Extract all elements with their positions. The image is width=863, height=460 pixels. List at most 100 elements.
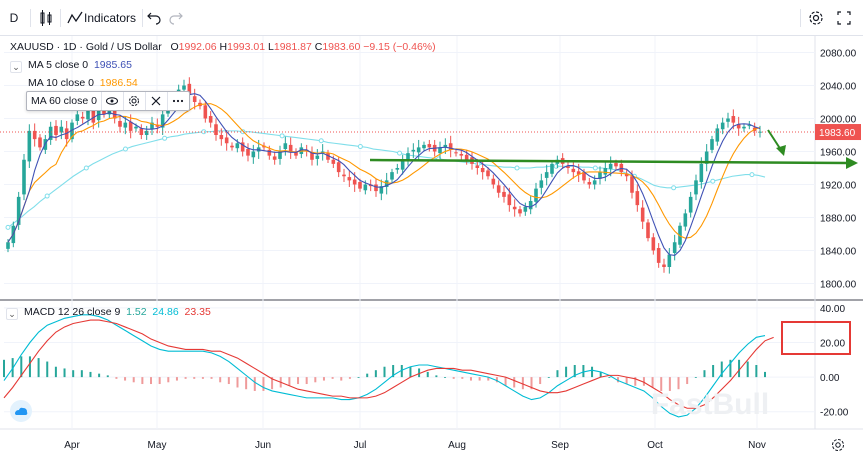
time-axis: Apr May Jun Jul Aug Sep Oct Nov: [64, 440, 766, 451]
histogram-bar: [469, 377, 472, 381]
candle-body: [80, 116, 85, 119]
candle-body: [411, 149, 416, 152]
histogram-bar: [530, 377, 533, 390]
candle-body: [240, 142, 245, 152]
histogram-bar: [444, 377, 447, 378]
histogram-bar: [106, 375, 109, 378]
candle-body: [6, 242, 10, 249]
candle-body: [123, 122, 128, 128]
histogram-bar: [755, 365, 758, 378]
time-tick-label: Sep: [551, 440, 569, 451]
candle-body: [518, 209, 522, 214]
histogram-bar: [686, 377, 689, 385]
redo-icon[interactable]: [168, 8, 184, 28]
histogram-bar: [219, 377, 222, 383]
top-toolbar: D Indicators: [0, 0, 863, 36]
interval-button[interactable]: D: [9, 11, 19, 25]
candle-body: [400, 159, 405, 170]
more-icon[interactable]: [166, 92, 189, 110]
trend-arrowhead: [846, 157, 858, 169]
ma5-path: [7, 93, 761, 257]
candle-body: [624, 173, 629, 177]
ma10-legend[interactable]: MA 10 close 0 1986.54: [28, 77, 138, 89]
eye-icon[interactable]: [100, 92, 123, 110]
candle-body: [38, 137, 42, 148]
ma60-marker: [44, 193, 50, 199]
candle-body: [224, 137, 229, 144]
histogram-bar: [175, 377, 178, 381]
macd-tick-label: 0.00: [820, 373, 840, 384]
collapse-chevron-icon[interactable]: ⌄: [10, 61, 22, 73]
toolbar-divider: [60, 9, 61, 27]
time-tick-label: Aug: [448, 440, 466, 451]
candle-body: [582, 172, 586, 181]
candle-body: [534, 188, 538, 202]
candle-body: [672, 242, 677, 253]
candle-body: [630, 176, 634, 193]
histogram-bar: [201, 377, 204, 379]
candle-body: [219, 135, 224, 140]
candle-body: [550, 163, 554, 174]
fullscreen-icon[interactable]: [836, 8, 852, 28]
histogram-bar: [314, 377, 317, 383]
histogram-bar: [305, 377, 308, 385]
candle-body: [640, 207, 645, 222]
candle-body: [283, 143, 288, 150]
histogram-bar: [227, 377, 230, 385]
candle-body: [128, 121, 133, 131]
collapse-chevron-icon[interactable]: ⌄: [6, 308, 18, 320]
histogram-bar: [694, 377, 697, 378]
candles-chart-type-icon[interactable]: [38, 8, 54, 28]
price-tick-label: 1800.00: [820, 280, 857, 291]
histogram-bar: [625, 377, 628, 385]
candle-body: [502, 191, 506, 197]
candle-body: [694, 180, 698, 195]
histogram-bar: [435, 375, 438, 378]
macd-tick-label: -20.00: [820, 408, 849, 419]
candle-body: [390, 172, 394, 180]
histogram-bar: [746, 361, 749, 378]
histogram-bar: [322, 377, 325, 381]
macd-histogram: [3, 356, 766, 391]
ma60-marker: [162, 135, 168, 141]
candle-body: [310, 152, 314, 160]
candle-body: [720, 122, 725, 130]
macd-legend[interactable]: ⌄ MACD 12 26 close 9 1.52 24.86 23.35: [6, 306, 211, 320]
candle-body: [486, 170, 490, 177]
histogram-bar: [245, 377, 248, 390]
candle-body: [496, 185, 501, 193]
histogram-bar: [565, 366, 568, 378]
ma5-legend[interactable]: ⌄ MA 5 close 0 1985.65: [10, 59, 132, 73]
candle-body: [422, 144, 426, 149]
drawing-annotations: 1983.60: [0, 124, 861, 355]
candle-body: [443, 144, 448, 148]
indicators-button[interactable]: Indicators: [66, 8, 138, 28]
histogram-bar: [54, 366, 57, 378]
ma60-legend[interactable]: MA 60 close 0: [26, 91, 190, 111]
ma60-marker: [514, 165, 520, 171]
price-tick-label: 1960.00: [820, 148, 857, 159]
histogram-bar: [599, 371, 602, 378]
ma60-marker: [83, 165, 89, 171]
ma60-marker: [318, 138, 324, 144]
trend-line: [369, 158, 849, 165]
histogram-bar: [392, 365, 395, 378]
histogram-bar: [703, 370, 706, 378]
undo-icon[interactable]: [146, 8, 162, 28]
price-badge-label: 1983.60: [819, 128, 856, 139]
settings-icon[interactable]: [122, 92, 145, 110]
histogram-bar: [478, 377, 481, 381]
candle-body: [208, 116, 213, 123]
candle-body: [587, 182, 592, 185]
toolbar-divider: [30, 9, 31, 27]
close-icon[interactable]: [144, 92, 167, 110]
histogram-bar: [132, 377, 135, 383]
candle-body: [235, 143, 240, 149]
signal-path: [3, 319, 774, 409]
time-tick-label: Apr: [64, 440, 80, 451]
histogram-bar: [348, 377, 351, 379]
candle-body: [48, 126, 53, 140]
candle-body: [230, 145, 234, 148]
price-axis-settings-icon[interactable]: [830, 437, 846, 453]
settings-gear-icon[interactable]: [808, 8, 824, 28]
